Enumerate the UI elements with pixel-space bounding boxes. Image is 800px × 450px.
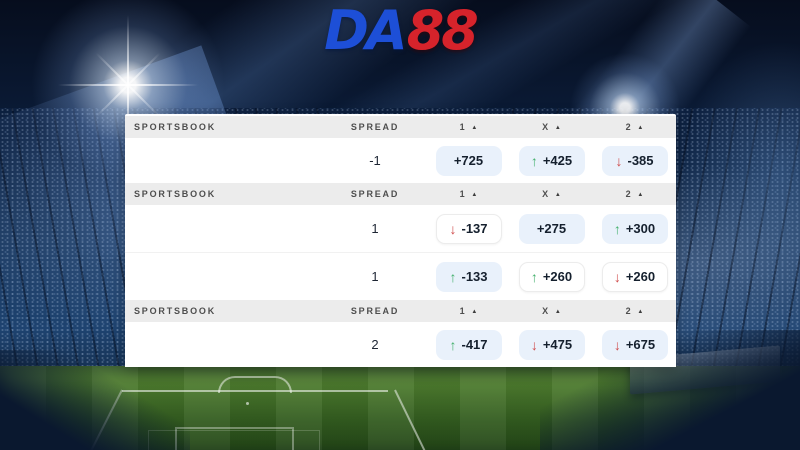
- table-header-row: SPORTSBOOK SPREAD 1 ▲ X ▲ 2 ▲: [125, 116, 676, 138]
- column-header-x-label: X: [542, 306, 550, 316]
- table-header-row: SPORTSBOOK SPREAD 1 ▲ X ▲ 2 ▲: [125, 300, 676, 322]
- sort-asc-icon: ▲: [471, 309, 478, 315]
- column-header-x[interactable]: X ▲: [510, 122, 593, 132]
- column-header-x[interactable]: X ▲: [510, 189, 593, 199]
- odds-value: -133: [461, 269, 488, 284]
- sort-asc-icon: ▲: [471, 192, 478, 198]
- column-header-x-label: X: [542, 122, 550, 132]
- column-header-1-label: 1: [459, 122, 467, 132]
- odds-value: +675: [625, 337, 656, 352]
- odds-value: -137: [461, 221, 488, 236]
- odds-button-2[interactable]: ↑ +300: [601, 213, 668, 244]
- odds-value: +275: [536, 221, 567, 236]
- column-header-1[interactable]: 1 ▲: [427, 189, 510, 199]
- sort-asc-icon: ▲: [637, 192, 644, 198]
- brand-logo[interactable]: DA88: [0, 4, 800, 58]
- odds-value: -385: [627, 153, 654, 168]
- odds-button-1[interactable]: ↓ -137: [435, 213, 502, 244]
- odds-button-x[interactable]: ↑ +260: [518, 261, 585, 292]
- odds-button-x[interactable]: ↓ +475: [518, 329, 585, 360]
- up-arrow-icon: ↑: [530, 152, 538, 169]
- column-header-2-label: 2: [625, 306, 633, 316]
- odds-value: +300: [625, 221, 656, 236]
- up-arrow-icon: ↑: [449, 336, 457, 353]
- down-arrow-icon: ↓: [449, 220, 457, 237]
- column-header-1[interactable]: 1 ▲: [427, 122, 510, 132]
- sort-asc-icon: ▲: [554, 309, 561, 315]
- odds-value: +260: [542, 269, 573, 284]
- sort-asc-icon: ▲: [471, 125, 478, 131]
- column-header-spread[interactable]: SPREAD: [350, 189, 400, 199]
- column-header-2[interactable]: 2 ▲: [593, 122, 676, 132]
- column-header-2[interactable]: 2 ▲: [593, 189, 676, 199]
- penalty-box-side-line: [394, 389, 428, 450]
- column-header-sportsbook[interactable]: SPORTSBOOK: [134, 189, 217, 199]
- brand-logo-88-text: 88: [406, 0, 479, 62]
- odds-value: +475: [542, 337, 573, 352]
- column-header-spread[interactable]: SPREAD: [350, 122, 400, 132]
- odds-button-1[interactable]: ↑ -417: [435, 329, 502, 360]
- table-header-row: SPORTSBOOK SPREAD 1 ▲ X ▲ 2 ▲: [125, 183, 676, 205]
- spread-value: 1: [371, 269, 379, 284]
- odds-row: 2 ↑ -417 ↓ +475 ↓ +675: [125, 322, 676, 367]
- odds-button-2[interactable]: ↓ +675: [601, 329, 668, 360]
- odds-value: +725: [453, 153, 484, 168]
- odds-row: -1 +725 ↑ +425 ↓ -385: [125, 138, 676, 183]
- spread-value: -1: [369, 153, 381, 168]
- column-header-1[interactable]: 1 ▲: [427, 306, 510, 316]
- down-arrow-icon: ↓: [615, 152, 623, 169]
- up-arrow-icon: ↑: [613, 220, 621, 237]
- sort-asc-icon: ▲: [637, 309, 644, 315]
- column-header-sportsbook[interactable]: SPORTSBOOK: [134, 306, 217, 316]
- odds-row: 1 ↓ -137 +275 ↑ +300: [125, 205, 676, 252]
- odds-button-x[interactable]: ↑ +425: [518, 145, 585, 176]
- odds-value: -417: [461, 337, 488, 352]
- column-header-sportsbook[interactable]: SPORTSBOOK: [134, 122, 217, 132]
- odds-button-x[interactable]: +275: [518, 213, 585, 244]
- column-header-1-label: 1: [459, 189, 467, 199]
- sort-asc-icon: ▲: [554, 125, 561, 131]
- odds-value: +425: [542, 153, 573, 168]
- column-header-1-label: 1: [459, 306, 467, 316]
- column-header-2[interactable]: 2 ▲: [593, 306, 676, 316]
- brand-logo-da-text: DA: [324, 0, 408, 62]
- odds-table-card: SPORTSBOOK SPREAD 1 ▲ X ▲ 2 ▲ -1 +725 ↑ +425…: [125, 114, 676, 367]
- column-header-x-label: X: [542, 189, 550, 199]
- up-arrow-icon: ↑: [449, 268, 457, 285]
- sort-asc-icon: ▲: [637, 125, 644, 131]
- column-header-spread[interactable]: SPREAD: [350, 306, 400, 316]
- odds-button-2[interactable]: ↓ -385: [601, 145, 668, 176]
- odds-row: 1 ↑ -133 ↑ +260 ↓ +260: [125, 252, 676, 300]
- column-header-2-label: 2: [625, 122, 633, 132]
- column-header-x[interactable]: X ▲: [510, 306, 593, 316]
- down-arrow-icon: ↓: [613, 268, 621, 285]
- odds-button-2[interactable]: ↓ +260: [601, 261, 668, 292]
- spread-value: 2: [371, 337, 379, 352]
- penalty-spot: [246, 402, 249, 405]
- spread-value: 1: [371, 221, 379, 236]
- odds-button-1[interactable]: +725: [435, 145, 502, 176]
- penalty-box-line: [122, 390, 388, 392]
- column-header-2-label: 2: [625, 189, 633, 199]
- sort-asc-icon: ▲: [554, 192, 561, 198]
- down-arrow-icon: ↓: [530, 336, 538, 353]
- odds-button-1[interactable]: ↑ -133: [435, 261, 502, 292]
- down-arrow-icon: ↓: [613, 336, 621, 353]
- up-arrow-icon: ↑: [530, 268, 538, 285]
- odds-value: +260: [625, 269, 656, 284]
